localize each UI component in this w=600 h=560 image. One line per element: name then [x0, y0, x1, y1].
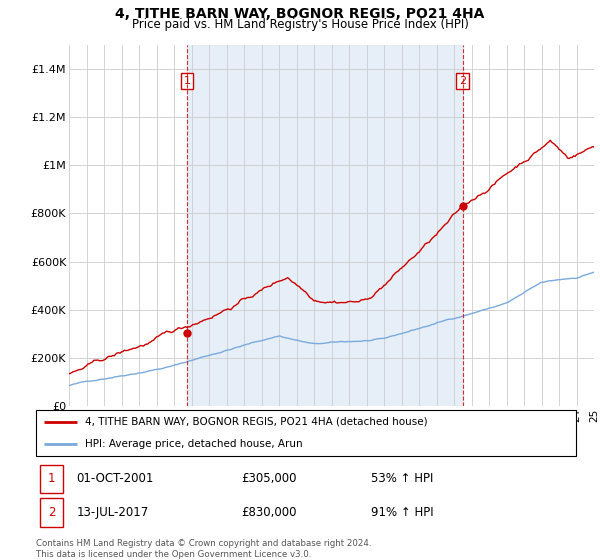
Text: Contains HM Land Registry data © Crown copyright and database right 2024.
This d: Contains HM Land Registry data © Crown c… — [36, 539, 371, 559]
Text: £305,000: £305,000 — [241, 472, 296, 486]
Bar — [40, 465, 63, 493]
Text: 2: 2 — [48, 506, 55, 519]
Bar — [187, 45, 463, 406]
Text: 1: 1 — [48, 472, 55, 486]
Text: Price paid vs. HM Land Registry's House Price Index (HPI): Price paid vs. HM Land Registry's House … — [131, 18, 469, 31]
Text: 4, TITHE BARN WAY, BOGNOR REGIS, PO21 4HA: 4, TITHE BARN WAY, BOGNOR REGIS, PO21 4H… — [115, 7, 485, 21]
Text: 1: 1 — [184, 76, 191, 86]
Text: HPI: Average price, detached house, Arun: HPI: Average price, detached house, Arun — [85, 438, 302, 449]
Text: £830,000: £830,000 — [241, 506, 296, 519]
Text: 91% ↑ HPI: 91% ↑ HPI — [371, 506, 433, 519]
Text: 01-OCT-2001: 01-OCT-2001 — [77, 472, 154, 486]
Text: 13-JUL-2017: 13-JUL-2017 — [77, 506, 149, 519]
Text: 2: 2 — [459, 76, 466, 86]
Bar — [40, 498, 63, 526]
Text: 53% ↑ HPI: 53% ↑ HPI — [371, 472, 433, 486]
Text: 4, TITHE BARN WAY, BOGNOR REGIS, PO21 4HA (detached house): 4, TITHE BARN WAY, BOGNOR REGIS, PO21 4H… — [85, 417, 427, 427]
